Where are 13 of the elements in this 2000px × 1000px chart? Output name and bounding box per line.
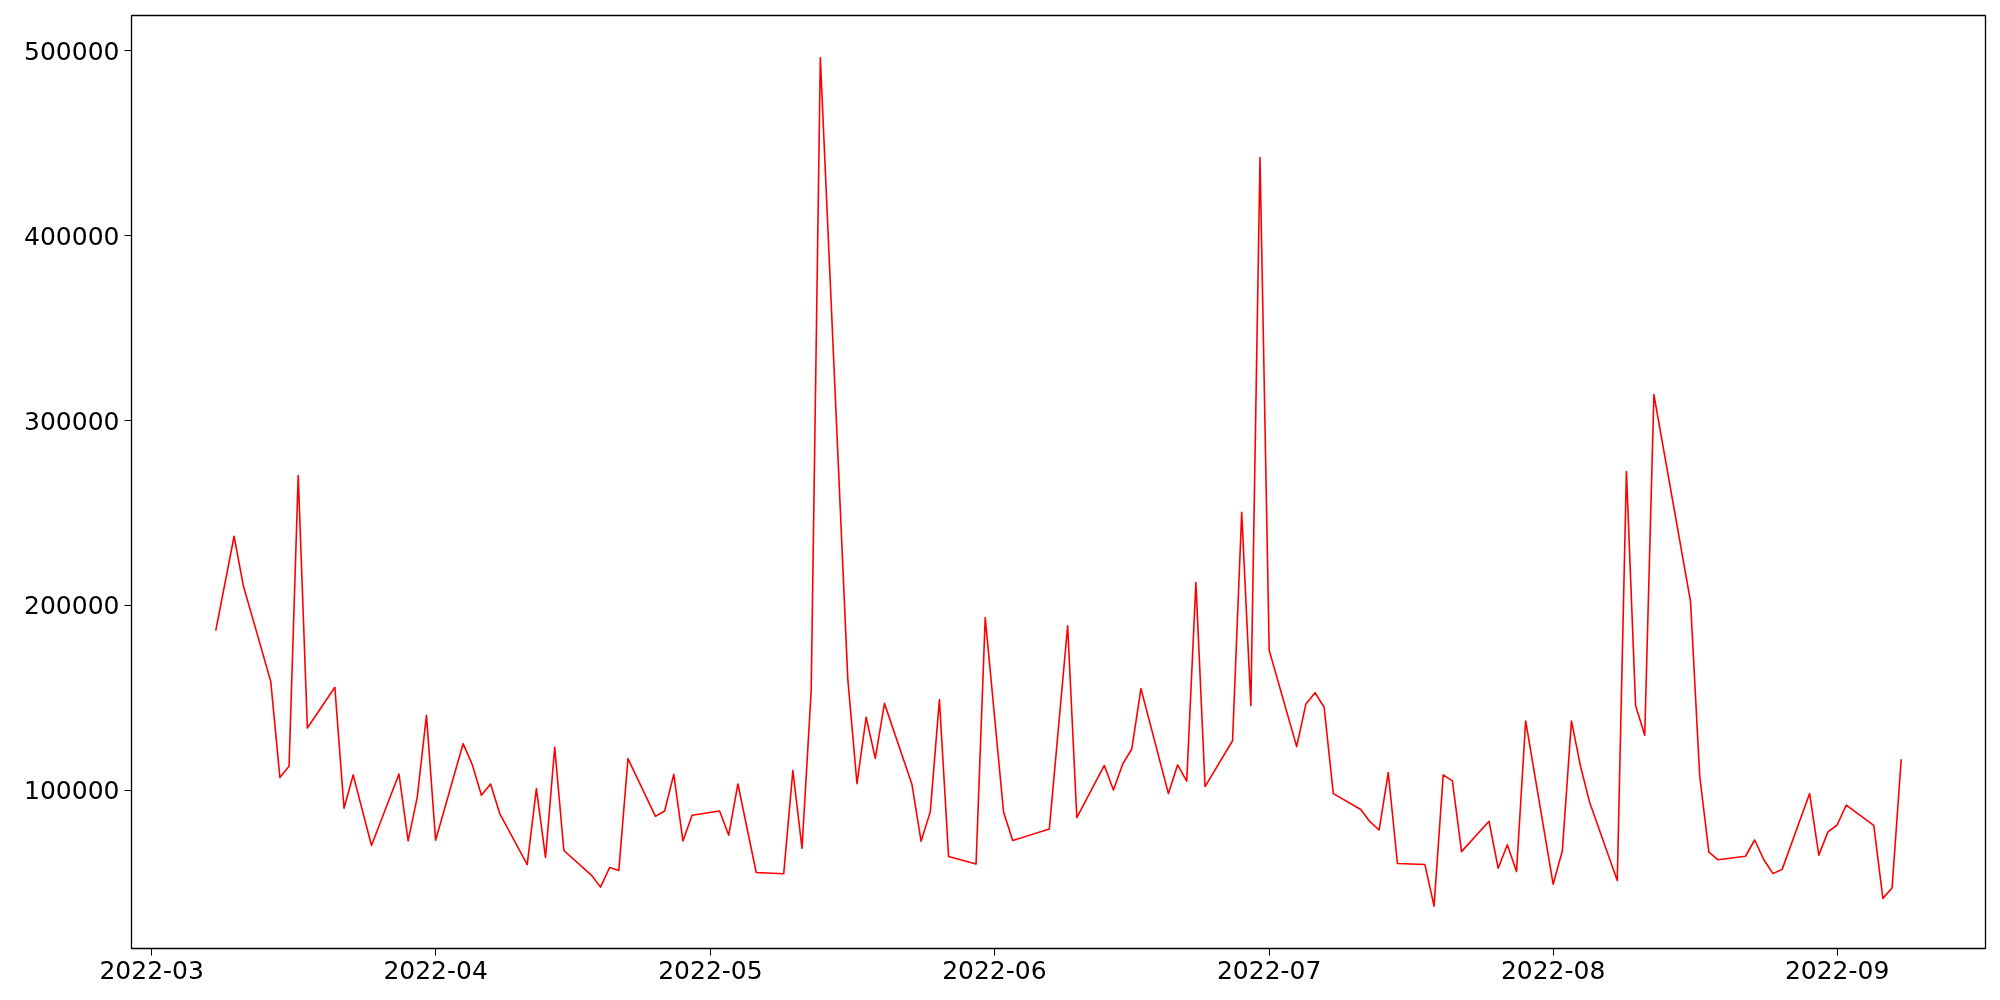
x-tick-label: 2022-04 bbox=[383, 955, 488, 985]
x-tick-label: 2022-07 bbox=[1216, 955, 1322, 985]
line-series bbox=[214, 57, 1903, 907]
y-tick-label: 500000 bbox=[24, 36, 120, 66]
y-tick-label: 200000 bbox=[24, 591, 120, 621]
x-tick-label: 2022-09 bbox=[1784, 955, 1890, 985]
x-tick-label: 2022-08 bbox=[1500, 955, 1606, 985]
x-tick-label: 2022-05 bbox=[658, 955, 763, 985]
x-tick-label: 2022-03 bbox=[99, 955, 204, 985]
y-tick-label: 300000 bbox=[24, 406, 120, 436]
y-tick-label: 100000 bbox=[24, 776, 120, 806]
x-tick-label: 2022-06 bbox=[942, 955, 1047, 985]
y-tick-label: 400000 bbox=[24, 221, 120, 251]
